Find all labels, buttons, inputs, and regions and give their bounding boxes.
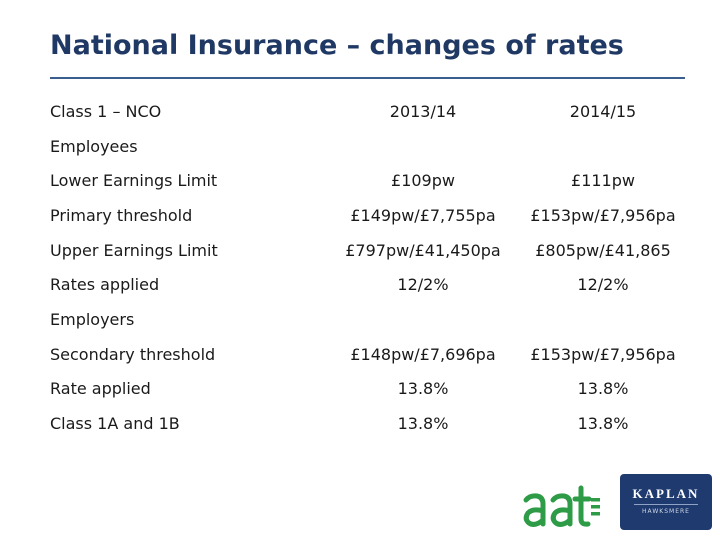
kaplan-wordmark: KAPLAN	[632, 486, 700, 501]
cell-2013-14: £148pw/£7,696pa	[350, 344, 496, 364]
cell-2013-14: £109pw	[391, 171, 455, 191]
header-2013-14: 2013/14	[389, 101, 457, 121]
cell-2014-15	[516, 129, 690, 164]
section-row-employees: Employees	[50, 129, 690, 164]
section-label: Employees	[50, 136, 138, 156]
cell-2014-15: £111pw	[571, 171, 635, 191]
cell-2013-14: 13.8%	[397, 414, 449, 434]
cell-2013-14	[330, 302, 516, 337]
cell-2013-14: £797pw/£41,450pa	[345, 240, 501, 260]
cell-2014-15: 13.8%	[577, 414, 629, 434]
cell-2014-15: £153pw/£7,956pa	[530, 205, 676, 225]
cell-2014-15: £805pw/£41,865	[535, 240, 671, 260]
title-divider	[50, 77, 685, 79]
table-row: Rates applied 12/2% 12/2%	[50, 267, 690, 302]
header-class: Class 1 – NCO	[50, 101, 162, 121]
table-row: Class 1A and 1B 13.8% 13.8%	[50, 406, 690, 441]
page-title: National Insurance – changes of rates	[50, 30, 624, 61]
row-label: Upper Earnings Limit	[50, 240, 218, 260]
cell-2013-14: £149pw/£7,755pa	[350, 205, 496, 225]
section-label: Employers	[50, 309, 135, 329]
table-row: Rate applied 13.8% 13.8%	[50, 372, 690, 407]
kaplan-divider	[634, 504, 698, 505]
cell-2014-15: 12/2%	[577, 275, 629, 295]
row-label: Primary threshold	[50, 205, 193, 225]
cell-2014-15	[516, 302, 690, 337]
cell-2013-14	[330, 129, 516, 164]
section-row-employers: Employers	[50, 302, 690, 337]
row-label: Lower Earnings Limit	[50, 171, 218, 191]
table-row: Upper Earnings Limit £797pw/£41,450pa £8…	[50, 233, 690, 268]
cell-2014-15: £153pw/£7,956pa	[530, 344, 676, 364]
kaplan-subtext: HAWKSMERE	[642, 508, 690, 515]
aat-logo	[523, 485, 600, 527]
table-header-row: Class 1 – NCO 2013/14 2014/15	[50, 94, 690, 129]
header-2014-15: 2014/15	[569, 101, 637, 121]
table-row: Secondary threshold £148pw/£7,696pa £153…	[50, 337, 690, 372]
row-label: Class 1A and 1B	[50, 414, 180, 434]
kaplan-logo: KAPLAN HAWKSMERE	[620, 474, 712, 530]
table-row: Primary threshold £149pw/£7,755pa £153pw…	[50, 198, 690, 233]
cell-2013-14: 13.8%	[397, 379, 449, 399]
rates-table: Class 1 – NCO 2013/14 2014/15 Employees …	[50, 94, 690, 441]
row-label: Rates applied	[50, 275, 160, 295]
cell-2014-15: 13.8%	[577, 379, 629, 399]
cell-2013-14: 12/2%	[397, 275, 449, 295]
table-row: Lower Earnings Limit £109pw £111pw	[50, 163, 690, 198]
row-label: Secondary threshold	[50, 344, 216, 364]
row-label: Rate applied	[50, 379, 151, 399]
